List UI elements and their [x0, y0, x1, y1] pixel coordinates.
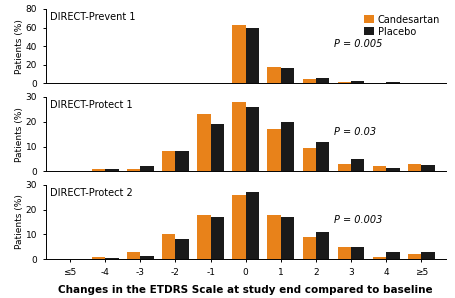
- Bar: [338, 82, 351, 83]
- Y-axis label: Patients (%): Patients (%): [15, 19, 24, 74]
- Bar: [127, 252, 140, 259]
- Bar: [421, 252, 435, 259]
- Bar: [268, 215, 281, 259]
- Text: DIRECT-Protect 1: DIRECT-Protect 1: [50, 100, 132, 110]
- Bar: [162, 151, 176, 171]
- Bar: [233, 25, 246, 83]
- Text: DIRECT-Prevent 1: DIRECT-Prevent 1: [50, 12, 135, 22]
- Bar: [316, 232, 329, 259]
- Bar: [211, 217, 224, 259]
- Bar: [211, 124, 224, 171]
- Bar: [140, 166, 154, 171]
- Text: Changes in the ETDRS Scale at study end compared to baseline: Changes in the ETDRS Scale at study end …: [58, 285, 433, 295]
- Bar: [303, 148, 316, 171]
- Bar: [408, 254, 421, 259]
- Bar: [351, 159, 364, 171]
- Bar: [373, 257, 386, 259]
- Bar: [233, 195, 246, 259]
- Bar: [246, 107, 259, 171]
- Bar: [105, 169, 119, 171]
- Text: P = 0.005: P = 0.005: [334, 39, 382, 49]
- Text: P = 0.03: P = 0.03: [334, 127, 376, 137]
- Bar: [268, 67, 281, 83]
- Bar: [127, 169, 140, 171]
- Y-axis label: Patients (%): Patients (%): [15, 195, 24, 249]
- Bar: [386, 167, 399, 171]
- Bar: [316, 142, 329, 171]
- Bar: [408, 164, 421, 171]
- Bar: [281, 122, 294, 171]
- Bar: [105, 258, 119, 259]
- Bar: [386, 82, 399, 83]
- Bar: [140, 255, 154, 259]
- Bar: [176, 151, 189, 171]
- Text: DIRECT-Protect 2: DIRECT-Protect 2: [50, 188, 132, 198]
- Bar: [92, 169, 105, 171]
- Bar: [176, 239, 189, 259]
- Bar: [303, 237, 316, 259]
- Bar: [316, 78, 329, 83]
- Bar: [338, 164, 351, 171]
- Bar: [92, 257, 105, 259]
- Bar: [373, 166, 386, 171]
- Bar: [246, 29, 259, 83]
- Bar: [162, 235, 176, 259]
- Bar: [268, 129, 281, 171]
- Bar: [303, 79, 316, 83]
- Bar: [351, 247, 364, 259]
- Bar: [197, 215, 211, 259]
- Bar: [386, 252, 399, 259]
- Bar: [351, 81, 364, 83]
- Text: P = 0.003: P = 0.003: [334, 215, 382, 225]
- Bar: [338, 247, 351, 259]
- Bar: [281, 68, 294, 83]
- Bar: [233, 102, 246, 171]
- Bar: [281, 217, 294, 259]
- Bar: [197, 114, 211, 171]
- Y-axis label: Patients (%): Patients (%): [15, 107, 24, 162]
- Bar: [246, 192, 259, 259]
- Bar: [421, 165, 435, 171]
- Legend: Candesartan, Placebo: Candesartan, Placebo: [363, 14, 441, 38]
